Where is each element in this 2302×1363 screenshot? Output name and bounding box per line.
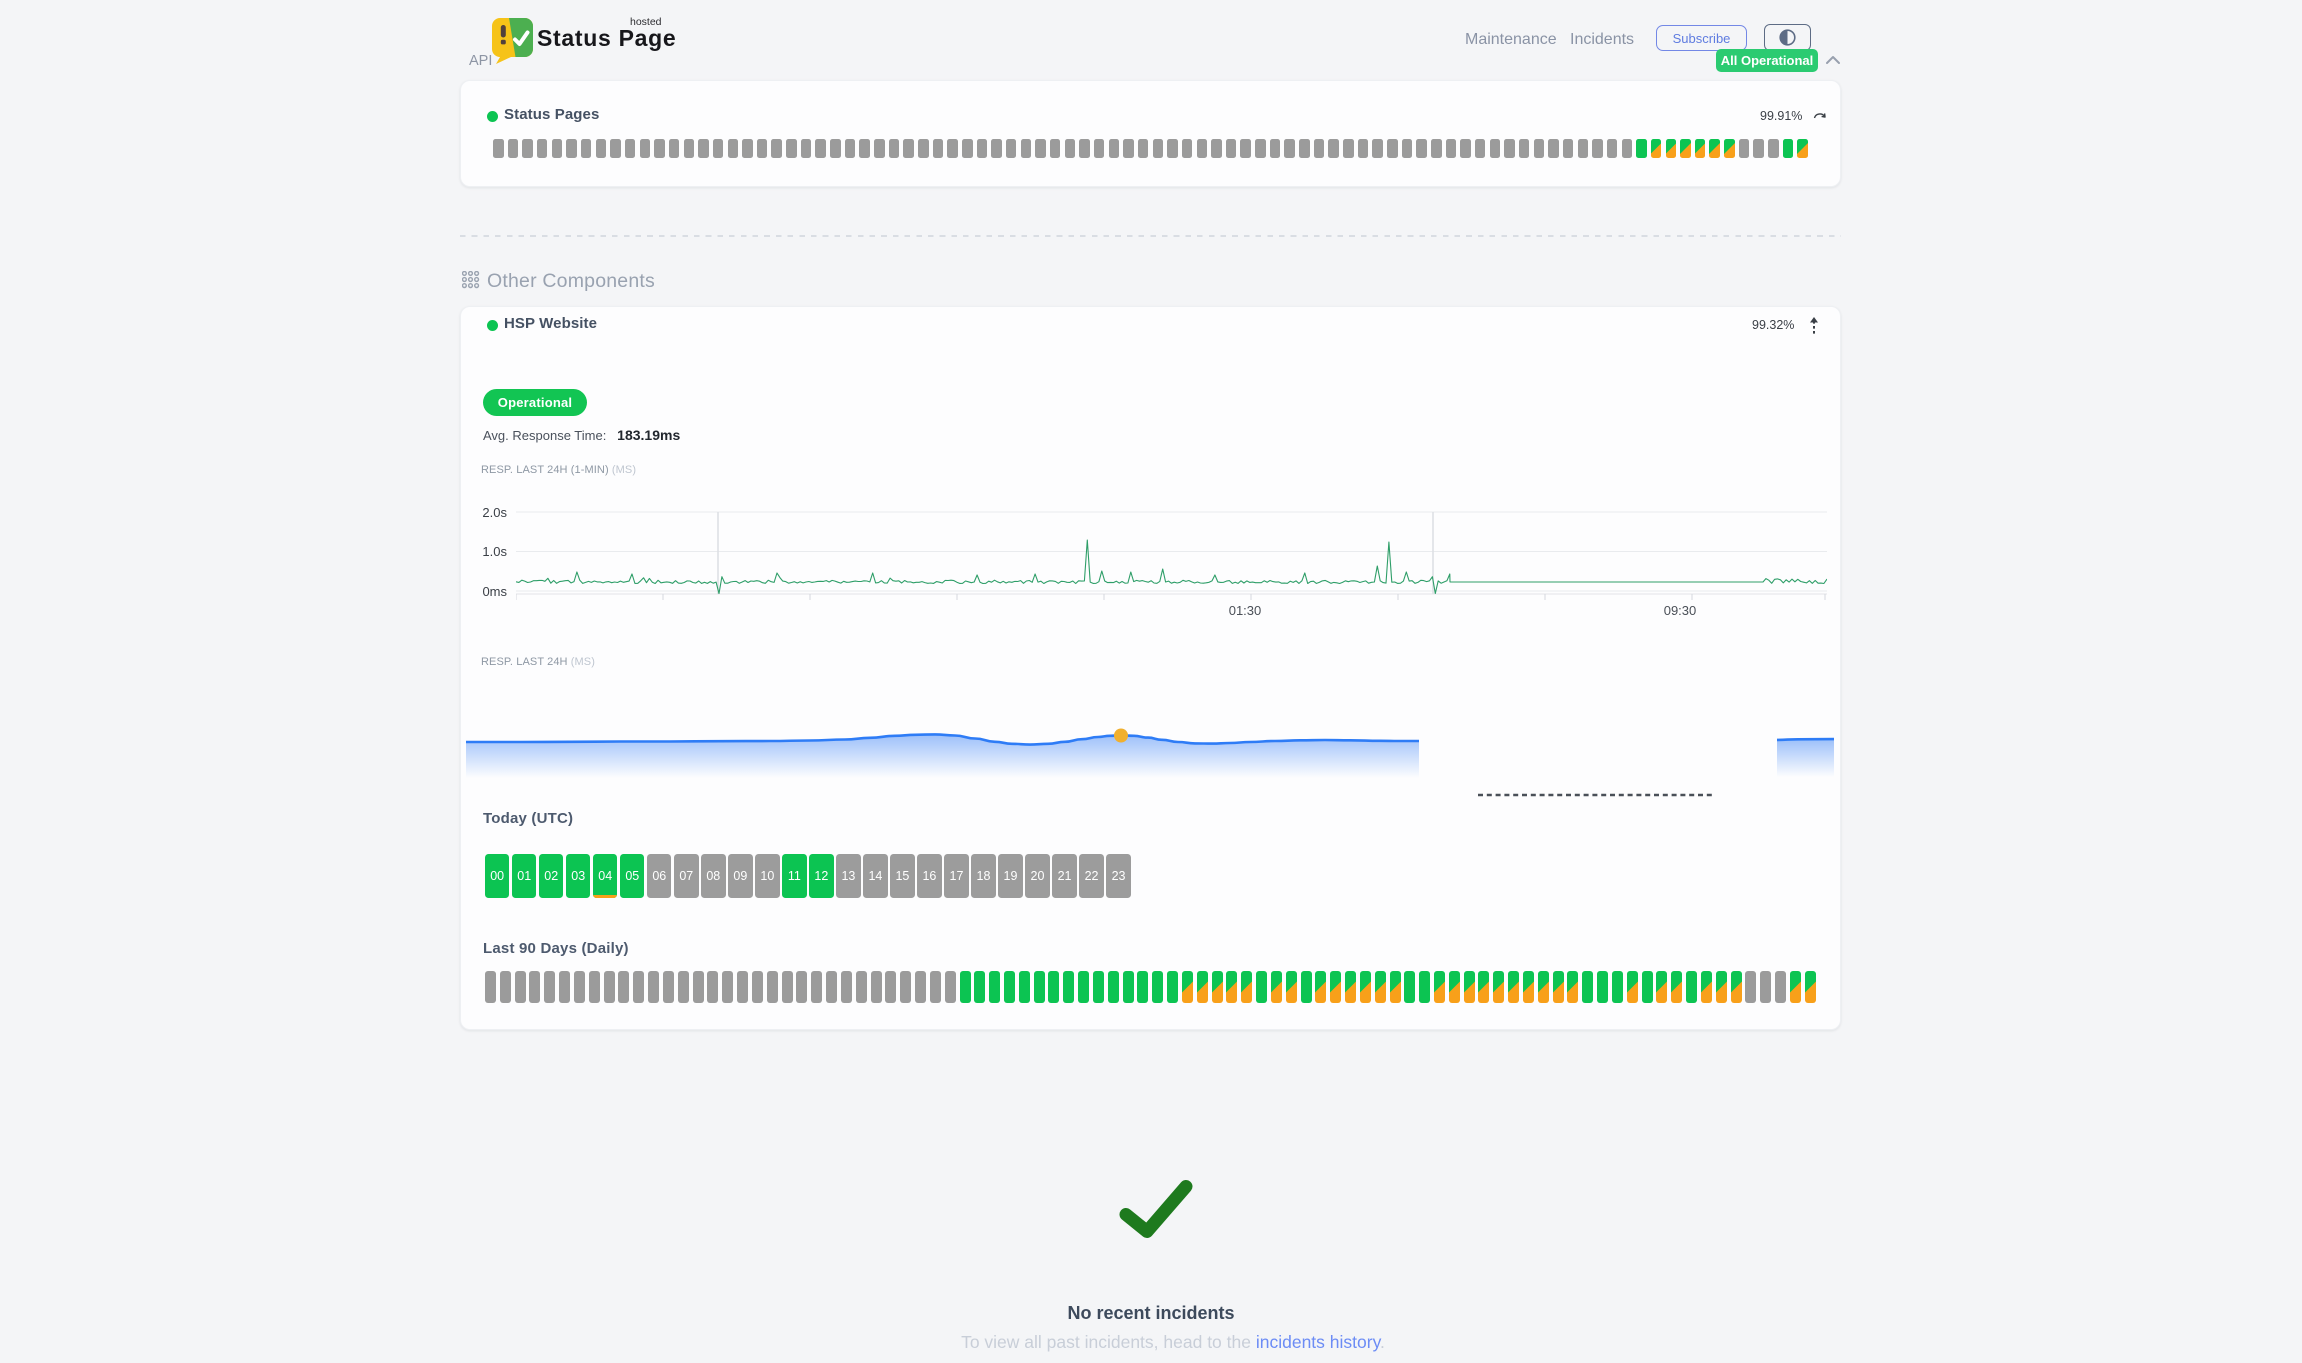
svg-text:01:30: 01:30 xyxy=(1229,603,1262,618)
svg-text:09:30: 09:30 xyxy=(1664,603,1697,618)
